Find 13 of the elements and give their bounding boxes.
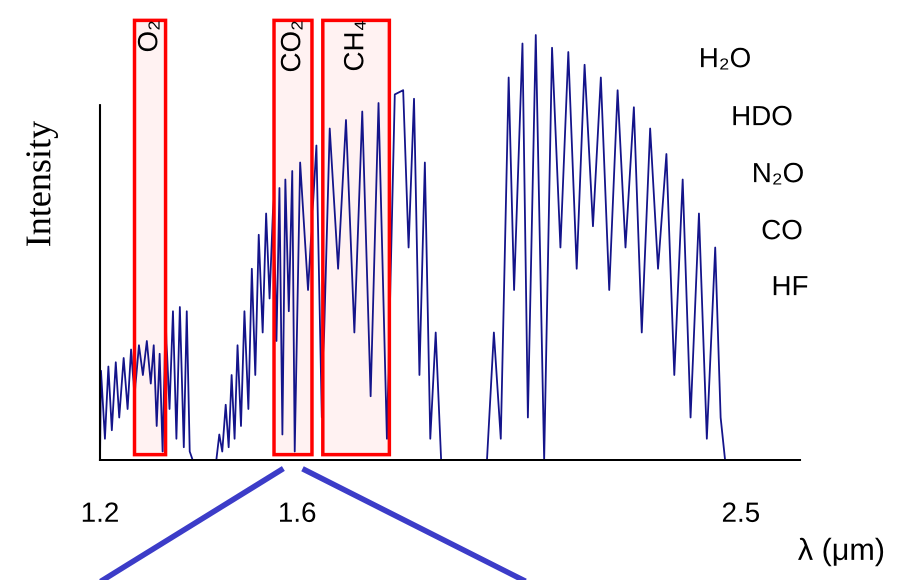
x-tick-label: 1.2 — [82, 502, 118, 522]
band-label: CO₂ — [280, 21, 303, 72]
annotation: H₂O — [701, 48, 750, 70]
annotation: HDO — [733, 106, 792, 126]
x-tick-label: 1.6 — [280, 502, 316, 522]
y-axis-title: Intensity — [26, 121, 58, 246]
annotation: CO — [762, 220, 802, 240]
x-tick-label: 2.5 — [722, 502, 759, 522]
band-label: CH₄ — [344, 21, 366, 70]
x-axis-title: λ (μm) — [798, 538, 884, 566]
annotation: HF — [774, 276, 808, 296]
annotation: N₂O — [754, 162, 803, 185]
band-label: O₂ — [138, 21, 160, 52]
